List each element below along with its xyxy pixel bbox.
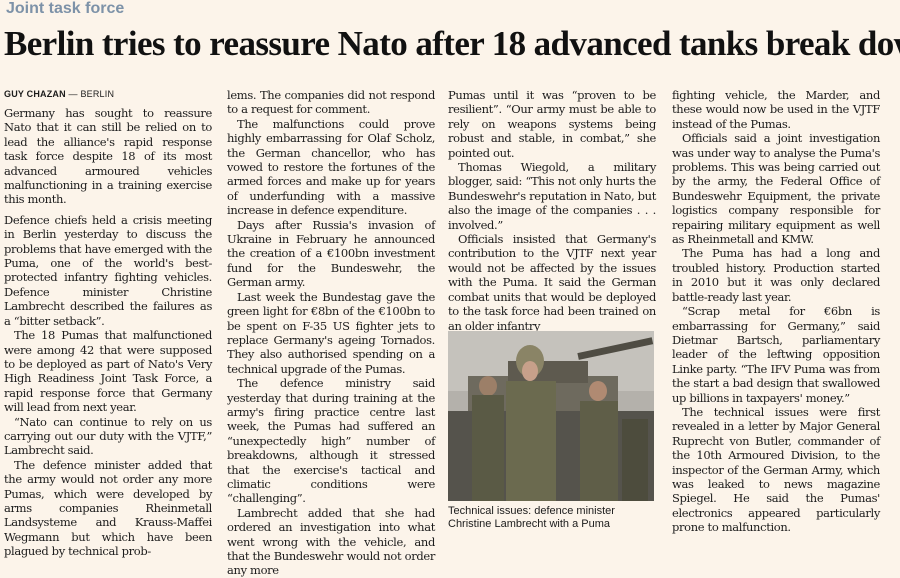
paragraph: Defence chiefs held a crisis meeting in … [4,212,212,328]
column-4: fighting vehicle, the Marder, and these … [672,88,880,535]
paragraph: Days after Russia's invasion of Ukraine … [227,217,435,290]
paragraph: Officials said a joint investigation was… [672,131,880,247]
paragraph: fighting vehicle, the Marder, and these … [672,88,880,131]
paragraph: The Puma has had a long and troubled his… [672,246,880,304]
column-2: lems. The companies did not respond to a… [227,88,435,578]
column-3: Pumas until it was “proven to be resilie… [448,88,656,333]
paragraph: “Nato can continue to rely on us carryin… [4,414,212,458]
news-photo [448,331,654,501]
paragraph: The malfunctions could prove highly emba… [227,116,435,218]
headline: Berlin tries to reassure Nato after 18 a… [4,24,900,63]
byline-location: BERLIN [80,89,115,99]
paragraph: The defence ministry said yesterday that… [227,376,435,506]
paragraph: The technical issues were first revealed… [672,404,880,535]
paragraph: The defence minister added that the army… [4,457,212,559]
byline-author: GUY CHAZAN [4,89,66,99]
byline: GUY CHAZAN — BERLIN [4,88,212,100]
column-1: GUY CHAZAN — BERLIN Germany has sought t… [4,88,212,559]
paragraph: lems. The companies did not respond to a… [227,88,435,117]
paragraph: Germany has sought to reassure Nato that… [4,106,212,207]
paragraph: Lambrecht added that she had ordered an … [227,505,435,578]
byline-separator: — [65,89,81,99]
paragraph: Officials insisted that Germany's contri… [448,232,656,333]
photo-illustration [448,331,654,501]
paragraph: “Scrap metal for €6bn is embarrassing fo… [672,304,880,405]
paragraph: The 18 Pumas that malfunctioned were amo… [4,328,212,415]
paragraph: Thomas Wiegold, a military blogger, said… [448,160,656,232]
paragraph: Pumas until it was “proven to be resilie… [448,88,656,160]
photo-caption: Technical issues: defence minister Chris… [448,505,615,530]
section-label: Joint task force [6,0,125,17]
paragraph: Last week the Bundestag gave the green l… [227,289,435,376]
